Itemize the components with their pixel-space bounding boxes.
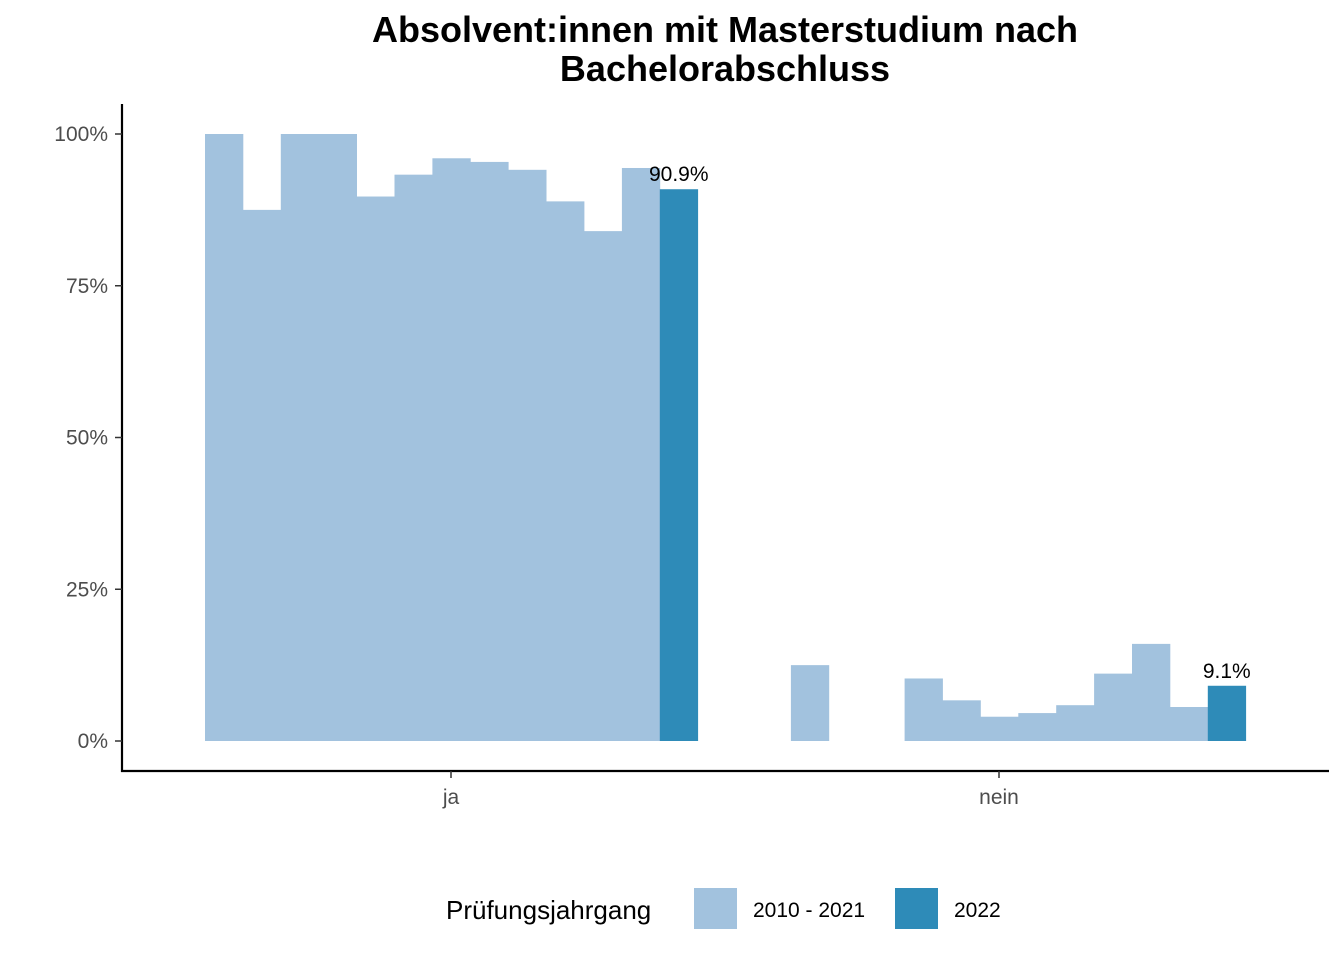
bar-nein-2010-2021 (942, 700, 981, 741)
y-axis-ticks: 0% 25% 50% 75% 100% (54, 123, 122, 753)
bar-ja-2010-2021 (394, 174, 433, 741)
x-tick-label: ja (442, 786, 460, 809)
legend-swatch-2010-2021 (694, 888, 737, 929)
bar-nein-2022 (1207, 685, 1247, 741)
bar-ja-2010-2021 (508, 169, 547, 742)
bar-ja-2010-2021 (584, 231, 623, 741)
data-labels-layer: 90.9% 9.1% (649, 163, 1251, 683)
bars-layer (205, 134, 1247, 742)
bar-ja-2010-2021 (432, 158, 471, 741)
bar-ja-2010-2021 (280, 134, 320, 741)
bar-ja-2010-2021 (205, 134, 244, 741)
y-tick-label: 25% (66, 578, 108, 601)
bar-nein-2010-2021 (1132, 643, 1171, 741)
x-tick-label: nein (979, 786, 1019, 809)
x-axis-ticks: ja nein (442, 771, 1019, 809)
bar-nein-2010-2021 (790, 665, 830, 741)
chart-title-line-1: Absolvent:innen mit Masterstudium nach (372, 9, 1078, 50)
chart-title-line-2: Bachelorabschluss (560, 48, 890, 89)
bar-nein-2010-2021 (980, 716, 1019, 741)
legend-swatch-2022 (895, 888, 938, 929)
y-tick-label: 100% (54, 123, 108, 146)
bar-ja-2010-2021 (546, 201, 585, 741)
y-tick-label: 50% (66, 427, 108, 450)
legend-label-2022: 2022 (954, 899, 1001, 922)
bar-ja-2010-2021 (470, 161, 509, 741)
legend-label-2010-2021: 2010 - 2021 (753, 899, 865, 922)
data-label-nein: 9.1% (1203, 660, 1251, 683)
bar-nein-2010-2021 (1056, 705, 1095, 741)
bar-nein-2010-2021 (904, 678, 943, 741)
data-label-ja: 90.9% (649, 163, 709, 186)
bar-nein-2010-2021 (1094, 673, 1133, 741)
y-tick-label: 0% (78, 730, 108, 753)
bar-ja-2010-2021 (318, 134, 357, 741)
bar-nein-2010-2021 (1018, 713, 1057, 741)
bar-nein-2010-2021 (1169, 707, 1209, 741)
y-tick-label: 75% (66, 275, 108, 298)
legend-title: Prüfungsjahrgang (446, 895, 651, 925)
legend: Prüfungsjahrgang 2010 - 2021 2022 (446, 888, 1001, 929)
bar-ja-2010-2021 (621, 167, 661, 741)
bar-ja-2010-2021 (242, 209, 282, 741)
bar-ja-2022 (659, 189, 699, 741)
bar-ja-2010-2021 (356, 196, 395, 741)
